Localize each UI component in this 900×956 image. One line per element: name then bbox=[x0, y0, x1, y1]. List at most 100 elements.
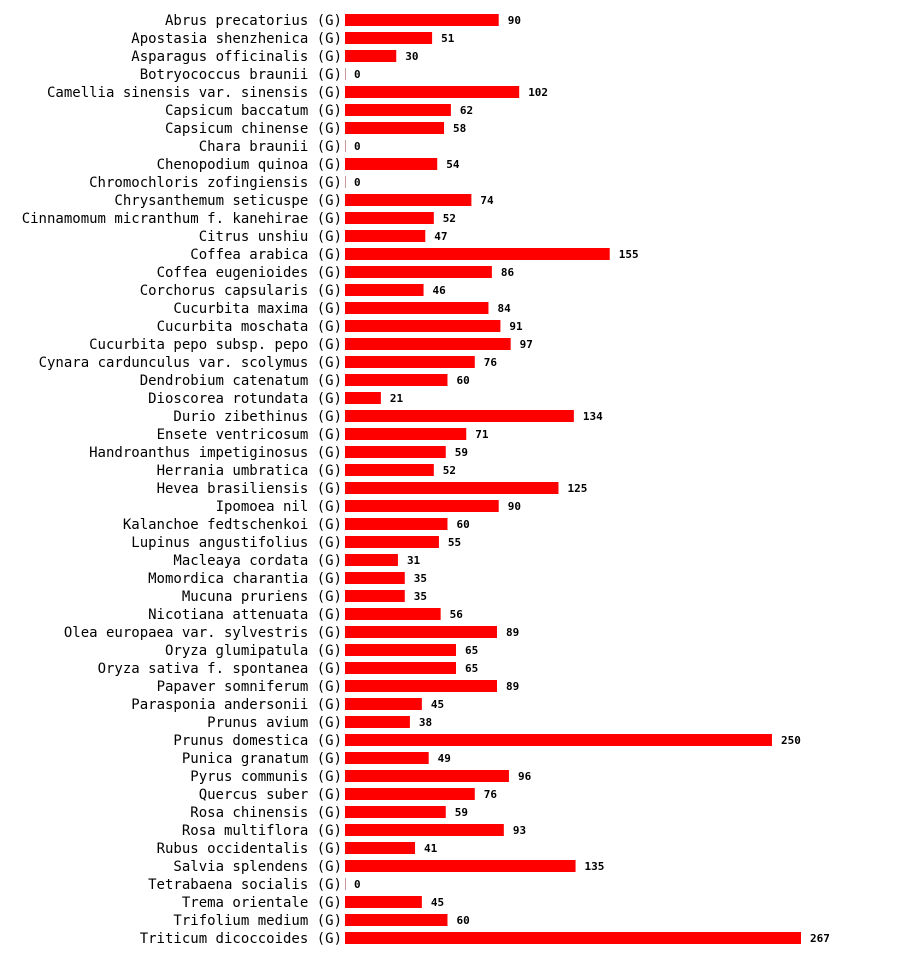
value-label: 54 bbox=[446, 158, 460, 171]
category-label: Capsicum baccatum (G) bbox=[165, 103, 342, 119]
category-label: Cinnamomum micranthum f. kanehirae (G) bbox=[22, 211, 342, 227]
bar bbox=[345, 230, 426, 242]
value-label: 31 bbox=[407, 554, 421, 567]
value-label: 38 bbox=[419, 716, 432, 729]
value-label: 30 bbox=[405, 50, 418, 63]
bar bbox=[345, 644, 457, 656]
category-label: Chenopodium quinoa (G) bbox=[157, 157, 342, 173]
bar bbox=[345, 626, 497, 638]
value-label: 65 bbox=[465, 662, 478, 675]
bar bbox=[345, 770, 509, 782]
value-label: 97 bbox=[520, 338, 533, 351]
value-label: 49 bbox=[438, 752, 451, 765]
value-label: 59 bbox=[455, 446, 468, 459]
bar bbox=[345, 554, 398, 566]
category-label: Chara braunii (G) bbox=[199, 139, 342, 155]
category-label: Salvia splendens (G) bbox=[173, 859, 342, 875]
bar bbox=[345, 302, 489, 314]
category-label: Abrus precatorius (G) bbox=[165, 13, 342, 29]
category-label: Rubus occidentalis (G) bbox=[157, 841, 342, 857]
bar bbox=[345, 914, 448, 926]
value-label: 155 bbox=[619, 248, 639, 261]
category-label: Cucurbita moschata (G) bbox=[157, 319, 342, 335]
value-label: 89 bbox=[506, 680, 519, 693]
bar bbox=[345, 482, 559, 494]
bar bbox=[345, 68, 346, 80]
bar bbox=[345, 860, 576, 872]
bar bbox=[345, 752, 429, 764]
value-label: 125 bbox=[567, 482, 587, 495]
bar bbox=[345, 464, 434, 476]
value-label: 267 bbox=[810, 932, 830, 945]
category-label: Cucurbita pepo subsp. pepo (G) bbox=[89, 337, 342, 353]
category-label: Coffea arabica (G) bbox=[190, 247, 342, 263]
bar bbox=[345, 824, 504, 836]
value-label: 35 bbox=[414, 590, 427, 603]
category-label: Rosa chinensis (G) bbox=[190, 805, 342, 821]
bar bbox=[345, 338, 511, 350]
bar bbox=[345, 212, 434, 224]
value-label: 86 bbox=[501, 266, 515, 279]
category-label: Prunus domestica (G) bbox=[173, 733, 342, 749]
category-label: Camellia sinensis var. sinensis (G) bbox=[47, 85, 342, 101]
category-label: Herrania umbratica (G) bbox=[157, 463, 342, 479]
category-label: Corchorus capsularis (G) bbox=[140, 283, 342, 299]
category-label: Capsicum chinense (G) bbox=[165, 121, 342, 137]
bar bbox=[345, 446, 446, 458]
bar bbox=[345, 536, 439, 548]
value-label: 51 bbox=[441, 32, 455, 45]
bar bbox=[345, 428, 467, 440]
bar bbox=[345, 158, 438, 170]
category-label: Parasponia andersonii (G) bbox=[131, 697, 342, 713]
category-label: Triticum dicoccoides (G) bbox=[140, 931, 342, 947]
bar bbox=[345, 176, 346, 188]
value-label: 45 bbox=[431, 896, 444, 909]
bar bbox=[345, 806, 446, 818]
bar bbox=[345, 284, 424, 296]
bar bbox=[345, 14, 499, 26]
value-label: 96 bbox=[518, 770, 532, 783]
bar bbox=[345, 518, 448, 530]
bar bbox=[345, 500, 499, 512]
value-label: 47 bbox=[434, 230, 447, 243]
bar bbox=[345, 32, 433, 44]
bar bbox=[345, 590, 405, 602]
bar bbox=[345, 734, 772, 746]
value-label: 46 bbox=[433, 284, 447, 297]
category-label: Rosa multiflora (G) bbox=[182, 823, 342, 839]
category-label: Oryza sativa f. spontanea (G) bbox=[98, 661, 342, 677]
category-label: Papaver somniferum (G) bbox=[157, 679, 342, 695]
category-label: Dendrobium catenatum (G) bbox=[140, 373, 342, 389]
category-label: Botryococcus braunii (G) bbox=[140, 67, 342, 83]
bar bbox=[345, 842, 416, 854]
value-label: 76 bbox=[484, 356, 498, 369]
bar bbox=[345, 320, 501, 332]
bar bbox=[345, 932, 801, 944]
bar bbox=[345, 680, 497, 692]
bar bbox=[345, 410, 574, 422]
bar bbox=[345, 356, 475, 368]
category-label: Trifolium medium (G) bbox=[173, 913, 342, 929]
category-label: Hevea brasiliensis (G) bbox=[157, 481, 342, 497]
value-label: 59 bbox=[455, 806, 468, 819]
category-label: Chromochloris zofingiensis (G) bbox=[89, 175, 342, 191]
bar bbox=[345, 572, 405, 584]
category-label: Cynara cardunculus var. scolymus (G) bbox=[39, 355, 342, 371]
category-label: Coffea eugenioides (G) bbox=[157, 265, 342, 281]
category-label: Dioscorea rotundata (G) bbox=[148, 391, 342, 407]
bar bbox=[345, 662, 457, 674]
category-label: Pyrus communis (G) bbox=[190, 769, 342, 785]
bar bbox=[345, 50, 397, 62]
category-label: Cucurbita maxima (G) bbox=[173, 301, 342, 317]
category-label: Lupinus angustifolius (G) bbox=[131, 535, 342, 551]
bar bbox=[345, 194, 472, 206]
value-label: 65 bbox=[465, 644, 478, 657]
bar bbox=[345, 104, 451, 116]
value-label: 134 bbox=[583, 410, 603, 423]
category-label: Ipomoea nil (G) bbox=[216, 499, 342, 515]
category-label: Citrus unshiu (G) bbox=[199, 229, 342, 245]
value-label: 250 bbox=[781, 734, 801, 747]
bar bbox=[345, 392, 381, 404]
bar bbox=[345, 248, 610, 260]
category-label: Chrysanthemum seticuspe (G) bbox=[114, 193, 342, 209]
